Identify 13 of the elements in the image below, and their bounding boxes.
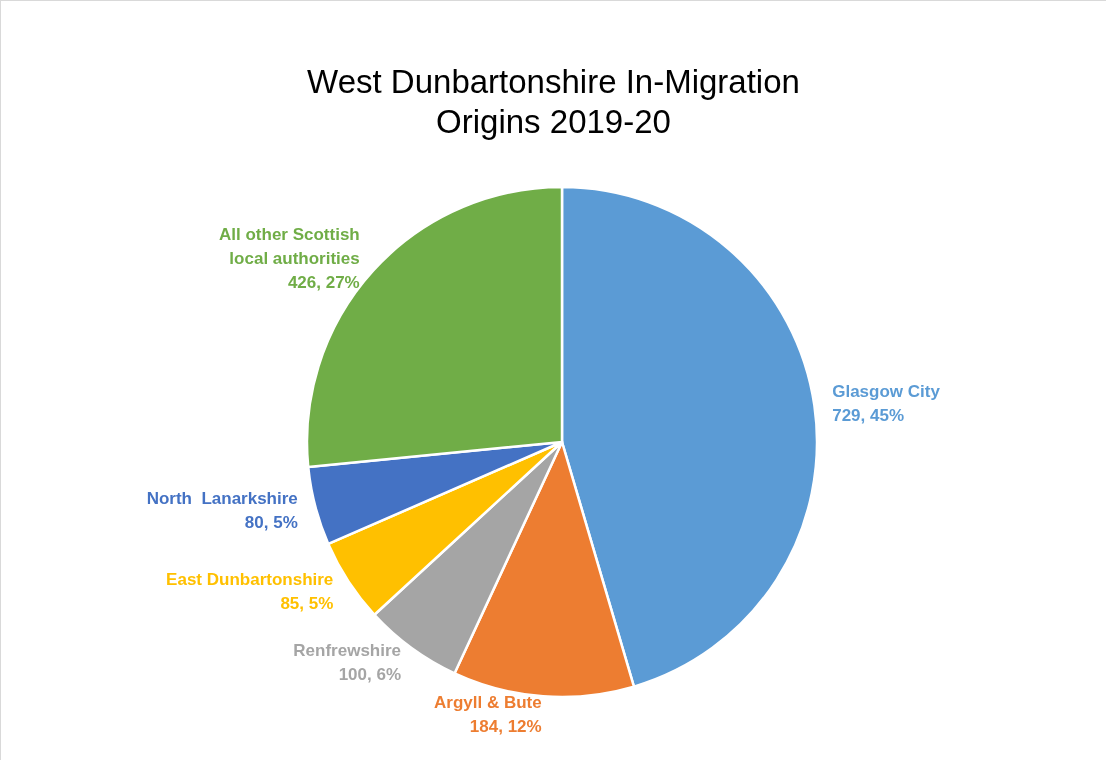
slice-label: Renfrewshire	[293, 640, 402, 660]
data-label: 100, 6%	[338, 664, 402, 684]
data-label: 729, 45%	[832, 405, 905, 425]
slice-label: Argyll & Bute	[434, 692, 542, 712]
chart-title: West Dunbartonshire In-Migration Origins 2019-20	[307, 62, 800, 140]
slice-label: All other Scottish local authorities	[219, 225, 360, 269]
data-label: 426, 27%	[287, 273, 360, 293]
data-label: 85, 5%	[280, 593, 334, 613]
data-label: 80, 5%	[244, 513, 298, 533]
slice-label: East Dunbartonshire	[166, 569, 334, 589]
slice-label: North Lanarkshire	[146, 489, 298, 509]
data-label: 184, 12%	[469, 716, 542, 736]
slice-label: Glasgow City	[832, 381, 941, 401]
